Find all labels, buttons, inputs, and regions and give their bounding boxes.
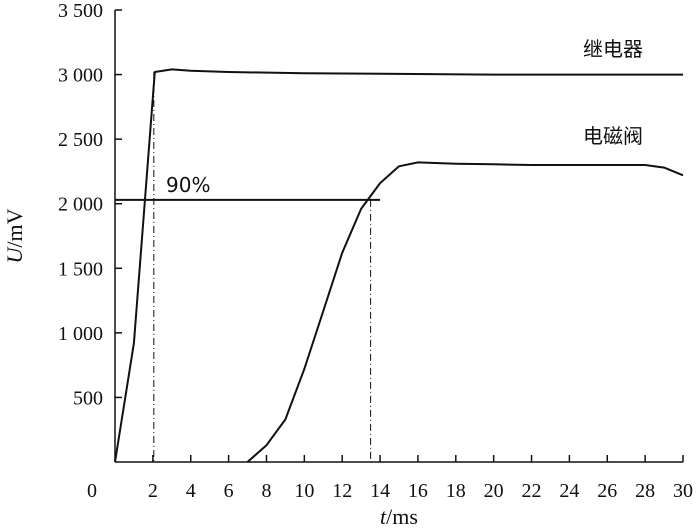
series-line-2 xyxy=(246,161,684,463)
y-tick-label: 2 000 xyxy=(58,194,103,216)
x-tick-label: 12 xyxy=(332,480,352,502)
x-axis-label: t/ms xyxy=(380,504,418,528)
series-label-2: 电磁阀 xyxy=(583,124,643,148)
series-group xyxy=(114,68,684,463)
x-tick-label: 0 xyxy=(87,480,97,502)
x-tick-label: 22 xyxy=(522,480,542,502)
y-tick-label: 3 000 xyxy=(58,65,103,87)
y-tick-label: 1 000 xyxy=(58,323,103,345)
x-tick-label: 20 xyxy=(484,480,504,502)
y-tick-label: 2 500 xyxy=(58,129,103,151)
reference-line-label: 90% xyxy=(166,173,210,197)
x-tick-label: 30 xyxy=(673,480,693,502)
y-tick-label: 3 500 xyxy=(58,0,103,22)
x-tick-label: 2 xyxy=(148,480,158,502)
x-tick-label: 18 xyxy=(446,480,466,502)
x-tick-label: 14 xyxy=(370,480,390,502)
x-tick-label: 26 xyxy=(597,480,617,502)
x-tick-label: 4 xyxy=(186,480,196,502)
x-tick-label: 10 xyxy=(294,480,314,502)
x-tick-label: 8 xyxy=(261,480,271,502)
x-tick-label: 28 xyxy=(635,480,655,502)
y-tick-label: 1 500 xyxy=(58,258,103,280)
guides xyxy=(115,71,381,462)
y-tick-label: 500 xyxy=(73,387,103,409)
x-tick-label: 24 xyxy=(559,480,579,502)
x-tick-label: 16 xyxy=(408,480,428,502)
y-axis-label: U/mV xyxy=(2,208,27,263)
series-label-1: 继电器 xyxy=(583,37,643,61)
series-line-1 xyxy=(114,68,683,463)
x-tick-label: 6 xyxy=(224,480,234,502)
